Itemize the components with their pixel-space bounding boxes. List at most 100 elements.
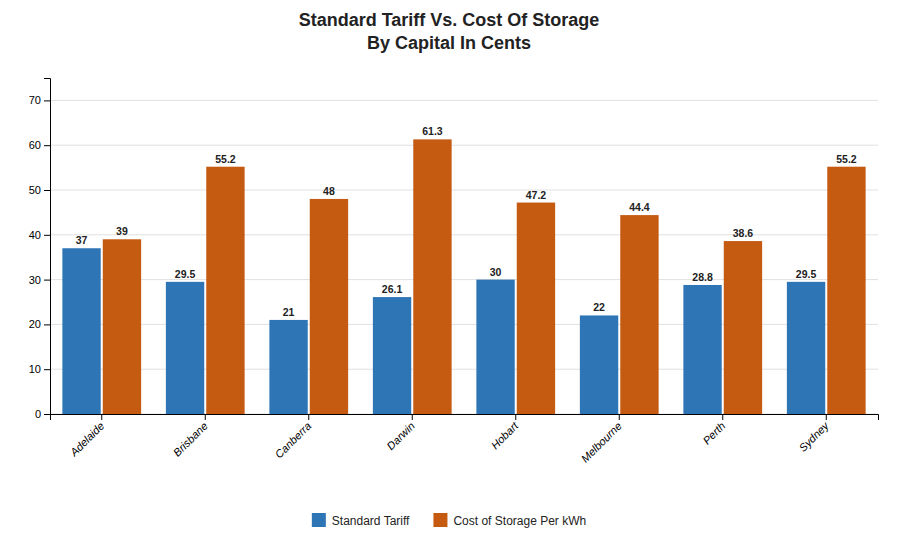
tick-mark bbox=[44, 369, 50, 370]
tick-mark bbox=[44, 100, 50, 101]
legend-item: Standard Tariff bbox=[312, 513, 410, 528]
tick-mark bbox=[44, 280, 50, 281]
tick: 40 bbox=[29, 229, 50, 241]
bar bbox=[206, 167, 244, 414]
tick: 0 bbox=[35, 408, 50, 420]
data-label: 21 bbox=[283, 306, 295, 318]
tick: 50 bbox=[29, 184, 50, 196]
legend: Standard Tariff Cost of Storage Per kWh bbox=[312, 513, 586, 528]
title-line: By Capital In Cents bbox=[367, 33, 531, 53]
tick-label: 30 bbox=[29, 274, 41, 286]
tick-mark bbox=[44, 235, 50, 236]
legend-label: Standard Tariff bbox=[332, 514, 410, 528]
bar bbox=[166, 282, 204, 414]
x-axis: Adelaide Brisbane Canberra Darwin Hobart Melb… bbox=[51, 414, 879, 465]
data-label: 55.2 bbox=[215, 153, 236, 165]
bar bbox=[683, 285, 721, 414]
tick-label: Canberra bbox=[273, 420, 314, 461]
axis-line bbox=[51, 415, 879, 421]
grid-line bbox=[50, 190, 878, 191]
chart-container: Standard Tariff Vs. Cost Of Storage By Ca… bbox=[0, 0, 898, 539]
tick: 10 bbox=[29, 363, 50, 375]
tick-label: 0 bbox=[35, 408, 41, 420]
bar bbox=[103, 239, 141, 414]
legend-swatch bbox=[433, 513, 447, 527]
tick: 70 bbox=[29, 94, 50, 106]
data-label: 30 bbox=[490, 266, 502, 278]
bar bbox=[787, 282, 825, 414]
bar bbox=[724, 241, 762, 414]
data-label: 55.2 bbox=[836, 153, 857, 165]
data-label: 38.6 bbox=[733, 227, 754, 239]
tick-label: 60 bbox=[29, 139, 41, 151]
tick: Brisbane bbox=[171, 414, 210, 459]
title-line: Standard Tariff Vs. Cost Of Storage bbox=[299, 10, 600, 30]
tick-label: Melbourne bbox=[579, 420, 624, 465]
bar bbox=[620, 215, 658, 414]
tick-label: Perth bbox=[700, 420, 727, 447]
tick-label: 70 bbox=[29, 94, 41, 106]
data-label: 39 bbox=[116, 225, 128, 237]
tick-mark bbox=[101, 414, 102, 420]
tick-label: Darwin bbox=[384, 420, 417, 453]
data-label: 61.3 bbox=[422, 125, 443, 137]
tick: 20 bbox=[29, 318, 50, 330]
grid-line bbox=[50, 100, 878, 101]
bar bbox=[62, 248, 100, 414]
bar bbox=[310, 199, 348, 414]
bar bbox=[580, 315, 618, 414]
y-axis: 0 10 20 30 40 50 60 70 bbox=[29, 79, 51, 421]
legend-swatch bbox=[312, 513, 326, 527]
data-labels: 3729.52126.1302228.829.53955.24861.347.2… bbox=[76, 125, 857, 318]
bar bbox=[517, 203, 555, 414]
tick-mark bbox=[44, 190, 50, 191]
tick: Adelaide bbox=[67, 414, 106, 459]
bar bbox=[827, 167, 865, 414]
chart-title: Standard Tariff Vs. Cost Of Storage By Ca… bbox=[299, 10, 600, 53]
tick-label: 20 bbox=[29, 318, 41, 330]
data-label: 22 bbox=[593, 301, 605, 313]
tick-mark bbox=[308, 414, 309, 420]
tick-mark bbox=[44, 414, 50, 415]
tick-label: Hobart bbox=[489, 419, 521, 451]
tick-mark bbox=[412, 414, 413, 420]
tick: Melbourne bbox=[579, 414, 624, 465]
data-label: 28.8 bbox=[692, 271, 713, 283]
data-label: 37 bbox=[76, 234, 88, 246]
tick: Darwin bbox=[384, 414, 417, 452]
bar bbox=[476, 280, 514, 414]
legend-label: Cost of Storage Per kWh bbox=[453, 514, 586, 528]
tick-mark bbox=[205, 414, 206, 420]
tick-mark bbox=[826, 414, 827, 420]
tick: 60 bbox=[29, 139, 50, 151]
tick-mark bbox=[44, 145, 50, 146]
data-label: 44.4 bbox=[629, 201, 650, 213]
bar bbox=[373, 297, 411, 414]
data-label: 29.5 bbox=[175, 268, 196, 280]
grid-line bbox=[50, 145, 878, 146]
tick: Canberra bbox=[273, 414, 314, 460]
bar-series bbox=[103, 139, 866, 414]
tick-mark bbox=[44, 324, 50, 325]
tick-mark bbox=[722, 414, 723, 420]
tick-label: 40 bbox=[29, 229, 41, 241]
tick-mark bbox=[515, 414, 516, 420]
tick: Sydney bbox=[796, 414, 831, 454]
tick-label: 50 bbox=[29, 184, 41, 196]
chart-svg: Standard Tariff Vs. Cost Of Storage By Ca… bbox=[0, 0, 898, 539]
tick-label: Adelaide bbox=[67, 420, 106, 459]
axis-line bbox=[44, 79, 51, 415]
tick: Hobart bbox=[489, 414, 521, 451]
data-label: 47.2 bbox=[526, 189, 547, 201]
tick-label: 10 bbox=[29, 363, 41, 375]
data-label: 26.1 bbox=[382, 283, 403, 295]
grid bbox=[50, 100, 878, 414]
bar bbox=[413, 139, 451, 414]
grid-line bbox=[50, 234, 878, 235]
tick: 30 bbox=[29, 274, 50, 286]
tick-label: Brisbane bbox=[171, 420, 210, 459]
legend-item: Cost of Storage Per kWh bbox=[433, 513, 586, 528]
bar bbox=[269, 320, 307, 414]
bars bbox=[62, 139, 865, 414]
plot-area: 3729.52126.1302228.829.53955.24861.347.2… bbox=[29, 79, 879, 465]
